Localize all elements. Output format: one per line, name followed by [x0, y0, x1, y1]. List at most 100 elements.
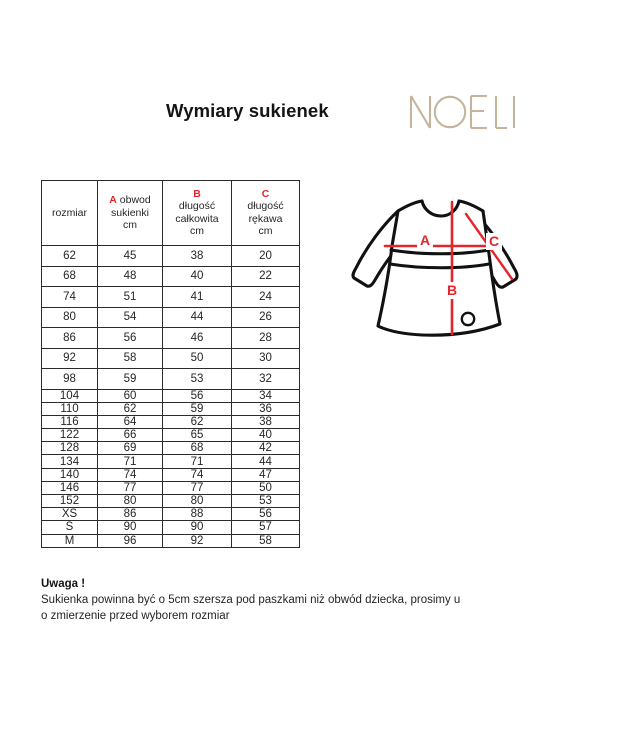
cell-c: 53 [231, 493, 300, 509]
column-header-a: A obwod sukienki cm [97, 180, 163, 246]
brand-logo-noeli [408, 88, 518, 136]
cell-size: S [41, 520, 98, 535]
cell-a: 64 [97, 414, 163, 430]
cell-a: 80 [97, 493, 163, 509]
table-row: 92 58 50 30 [41, 347, 300, 369]
note-title: Uwaga ! [41, 578, 86, 590]
cell-size: 80 [41, 306, 98, 328]
cell-c: 47 [231, 467, 300, 482]
cell-a: 58 [97, 347, 163, 369]
cell-a: 66 [97, 428, 163, 443]
column-label-unit: cm [258, 225, 273, 238]
cell-size: 86 [41, 327, 98, 349]
cell-a: 51 [97, 286, 163, 308]
cell-c: 32 [231, 368, 300, 390]
cell-a: 71 [97, 454, 163, 469]
measure-marker-b: B [193, 188, 201, 201]
cell-b: 68 [162, 441, 232, 456]
cell-b: 46 [162, 327, 232, 349]
cell-size: 128 [41, 441, 98, 456]
column-label-line: sukienki [111, 206, 149, 219]
cell-size: 104 [41, 388, 98, 403]
column-label-line: rozmiar [51, 206, 87, 219]
column-label-line: obwod [119, 194, 151, 207]
column-label-line: długość [178, 200, 216, 213]
cell-b: 71 [162, 454, 232, 469]
cell-size: 134 [41, 454, 98, 469]
column-header-c: C długość rękawa cm [231, 180, 300, 246]
dress-measurement-diagram: A B C [336, 176, 546, 386]
column-header-b: B długość całkowita cm [162, 180, 232, 246]
cell-b: 74 [162, 467, 232, 482]
note-line-1: Sukienka powinna być o 5cm szersza pod p… [41, 594, 461, 606]
cell-b: 41 [162, 286, 232, 308]
cell-b: 56 [162, 388, 232, 403]
table-row: XS 86 88 56 [41, 507, 300, 522]
table-row: 134 71 71 44 [41, 454, 300, 469]
cell-a: 54 [97, 306, 163, 328]
cell-c: 36 [231, 401, 300, 416]
column-label-line: całkowita [175, 212, 219, 225]
cell-c: 50 [231, 480, 300, 496]
table-row: 98 59 53 32 [41, 368, 300, 390]
cell-c: 22 [231, 265, 300, 287]
cell-a: 77 [97, 480, 163, 496]
cell-a: 86 [97, 507, 163, 522]
table-body: 62 45 38 20 68 48 40 22 74 51 41 24 80 54 44 26 86 56 46 28… [41, 245, 300, 548]
table-row: 128 69 68 42 [41, 441, 300, 456]
cell-b: 77 [162, 480, 232, 496]
cell-c: 26 [231, 306, 300, 328]
cell-a: 60 [97, 388, 163, 403]
cell-b: 92 [162, 533, 232, 548]
cell-size: 98 [41, 368, 98, 390]
cell-b: 59 [162, 401, 232, 416]
cell-b: 80 [162, 493, 232, 509]
table-row: 140 74 74 47 [41, 467, 300, 482]
cell-size: 122 [41, 428, 98, 443]
cell-size: 116 [41, 414, 98, 430]
cell-b: 88 [162, 507, 232, 522]
column-label-unit: cm [123, 219, 137, 232]
cell-c: 56 [231, 507, 300, 522]
cell-a: 69 [97, 441, 163, 456]
cell-c: 44 [231, 454, 300, 469]
cell-c: 20 [231, 245, 300, 267]
cell-size: M [41, 533, 98, 548]
cell-a: 56 [97, 327, 163, 349]
cell-a: 59 [97, 368, 163, 390]
table-row: 116 64 62 38 [41, 414, 300, 430]
cell-size: XS [41, 507, 98, 522]
cell-a: 48 [97, 265, 163, 287]
table-row: 110 62 59 36 [41, 401, 300, 416]
cell-b: 40 [162, 265, 232, 287]
cell-c: 58 [231, 533, 300, 548]
cell-c: 34 [231, 388, 300, 403]
cell-b: 90 [162, 520, 232, 535]
table-row: 104 60 56 34 [41, 388, 300, 403]
cell-c: 24 [231, 286, 300, 308]
cell-c: 40 [231, 428, 300, 443]
table-row: 152 80 80 53 [41, 493, 300, 509]
cell-a: 62 [97, 401, 163, 416]
table-header-row: rozmiar A obwod sukienki cm B długość ca… [41, 180, 300, 246]
table-row: 86 56 46 28 [41, 327, 300, 349]
table-row: 80 54 44 26 [41, 306, 300, 328]
cell-size: 74 [41, 286, 98, 308]
cell-a: 74 [97, 467, 163, 482]
cell-b: 38 [162, 245, 232, 267]
cell-a: 45 [97, 245, 163, 267]
table-row: 74 51 41 24 [41, 286, 300, 308]
table-row: 122 66 65 40 [41, 428, 300, 443]
table-row: M 96 92 58 [41, 533, 300, 548]
column-label-line: długość [247, 200, 284, 213]
cell-size: 152 [41, 493, 98, 509]
cell-b: 53 [162, 368, 232, 390]
column-label-line: rękawa [248, 212, 283, 225]
cell-size: 146 [41, 480, 98, 496]
cell-b: 50 [162, 347, 232, 369]
cell-c: 30 [231, 347, 300, 369]
cell-b: 62 [162, 414, 232, 430]
cell-size: 92 [41, 347, 98, 369]
size-chart-table: rozmiar A obwod sukienki cm B długość ca… [41, 180, 300, 548]
cell-a: 90 [97, 520, 163, 535]
